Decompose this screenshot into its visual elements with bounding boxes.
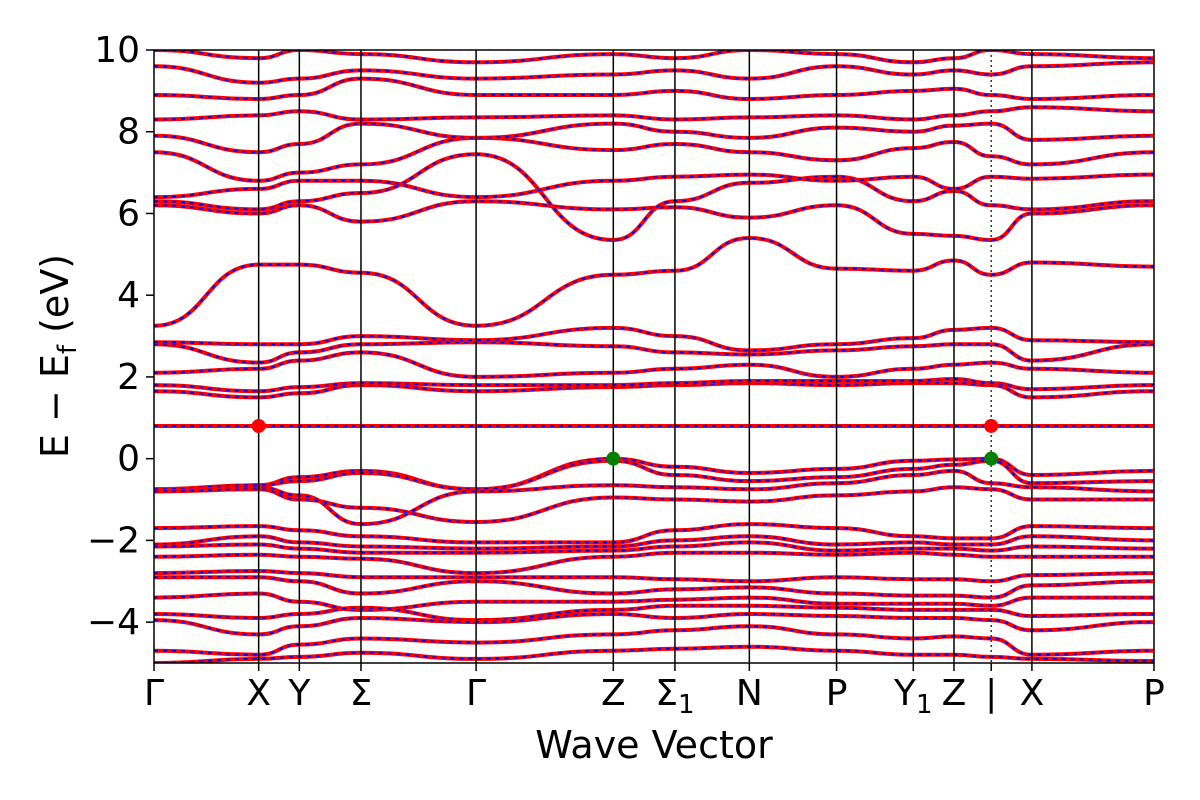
y-tick-label: 4 (117, 275, 140, 316)
band-line-blue (154, 61, 1154, 84)
x-tick-label: Y (287, 673, 311, 714)
plot-frame (153, 49, 1155, 664)
band-extremum-marker (984, 451, 999, 466)
x-tick-label: N (736, 673, 763, 714)
band-line-blue (154, 377, 1154, 393)
band-line-blue (154, 576, 1154, 599)
x-tick-label: Σ1 (655, 673, 694, 720)
band-line-red (154, 350, 1154, 379)
band-line-blue (154, 645, 1154, 663)
band-line-red (154, 135, 1154, 183)
band-line-blue (154, 341, 1154, 364)
y-tick-label: 2 (117, 357, 140, 398)
y-tick-label: −2 (87, 520, 140, 561)
band-line-red (154, 76, 1154, 101)
y-tick-label: 10 (94, 30, 140, 71)
band-line-blue (154, 612, 1154, 636)
x-tick-label: X (246, 673, 271, 714)
y-tick-label: 6 (117, 193, 140, 234)
band-extremum-marker (984, 418, 999, 433)
y-tick-label: 8 (117, 112, 140, 153)
band-line-blue (154, 551, 1154, 575)
plot-area-background (154, 50, 1154, 663)
x-tick-label: Z (601, 673, 626, 714)
x-tick-label: P (1143, 673, 1165, 714)
x-ticks: Γ X Y Σ Γ Z Σ1 N P Y1 Z | X P (144, 663, 1165, 720)
y-tick-label: 0 (117, 439, 140, 480)
band-line-blue (154, 523, 1154, 544)
high-symmetry-lines (257, 50, 1033, 663)
band-line-blue (154, 326, 1154, 352)
y-ticks: 10 8 6 4 2 0 −2 −4 (87, 30, 154, 643)
band-extremum-marker (251, 418, 266, 433)
x-tick-label: Γ (466, 673, 486, 714)
y-tick-label: −4 (87, 602, 140, 643)
band-line-blue (154, 200, 1154, 242)
y-axis-label-unit: (eV) (33, 254, 77, 345)
x-tick-label: Y1 (893, 673, 933, 720)
band-line-blue (154, 469, 1154, 526)
y-axis-label-sub: f (53, 344, 83, 354)
x-tick-label: Σ (350, 673, 373, 714)
band-line-blue (154, 625, 1154, 656)
band-line-blue (154, 604, 1154, 622)
band-line-blue (154, 486, 1154, 524)
band-extremum-marker (606, 451, 621, 466)
x-tick-label: X (1020, 673, 1045, 714)
x-tick-label: | (985, 673, 997, 714)
band-line-blue (154, 173, 1154, 199)
band-line-blue (154, 535, 1154, 550)
y-axis-label: E − Ef (eV) (33, 254, 83, 458)
x-axis-label: Wave Vector (535, 723, 773, 767)
x-tick-label: P (826, 673, 848, 714)
y-axis-label-main: E − E (33, 354, 77, 458)
x-tick-label: Γ (144, 673, 164, 714)
x-tick-label: Z (942, 673, 967, 714)
markers (251, 418, 999, 466)
band-line-red (154, 236, 1154, 328)
